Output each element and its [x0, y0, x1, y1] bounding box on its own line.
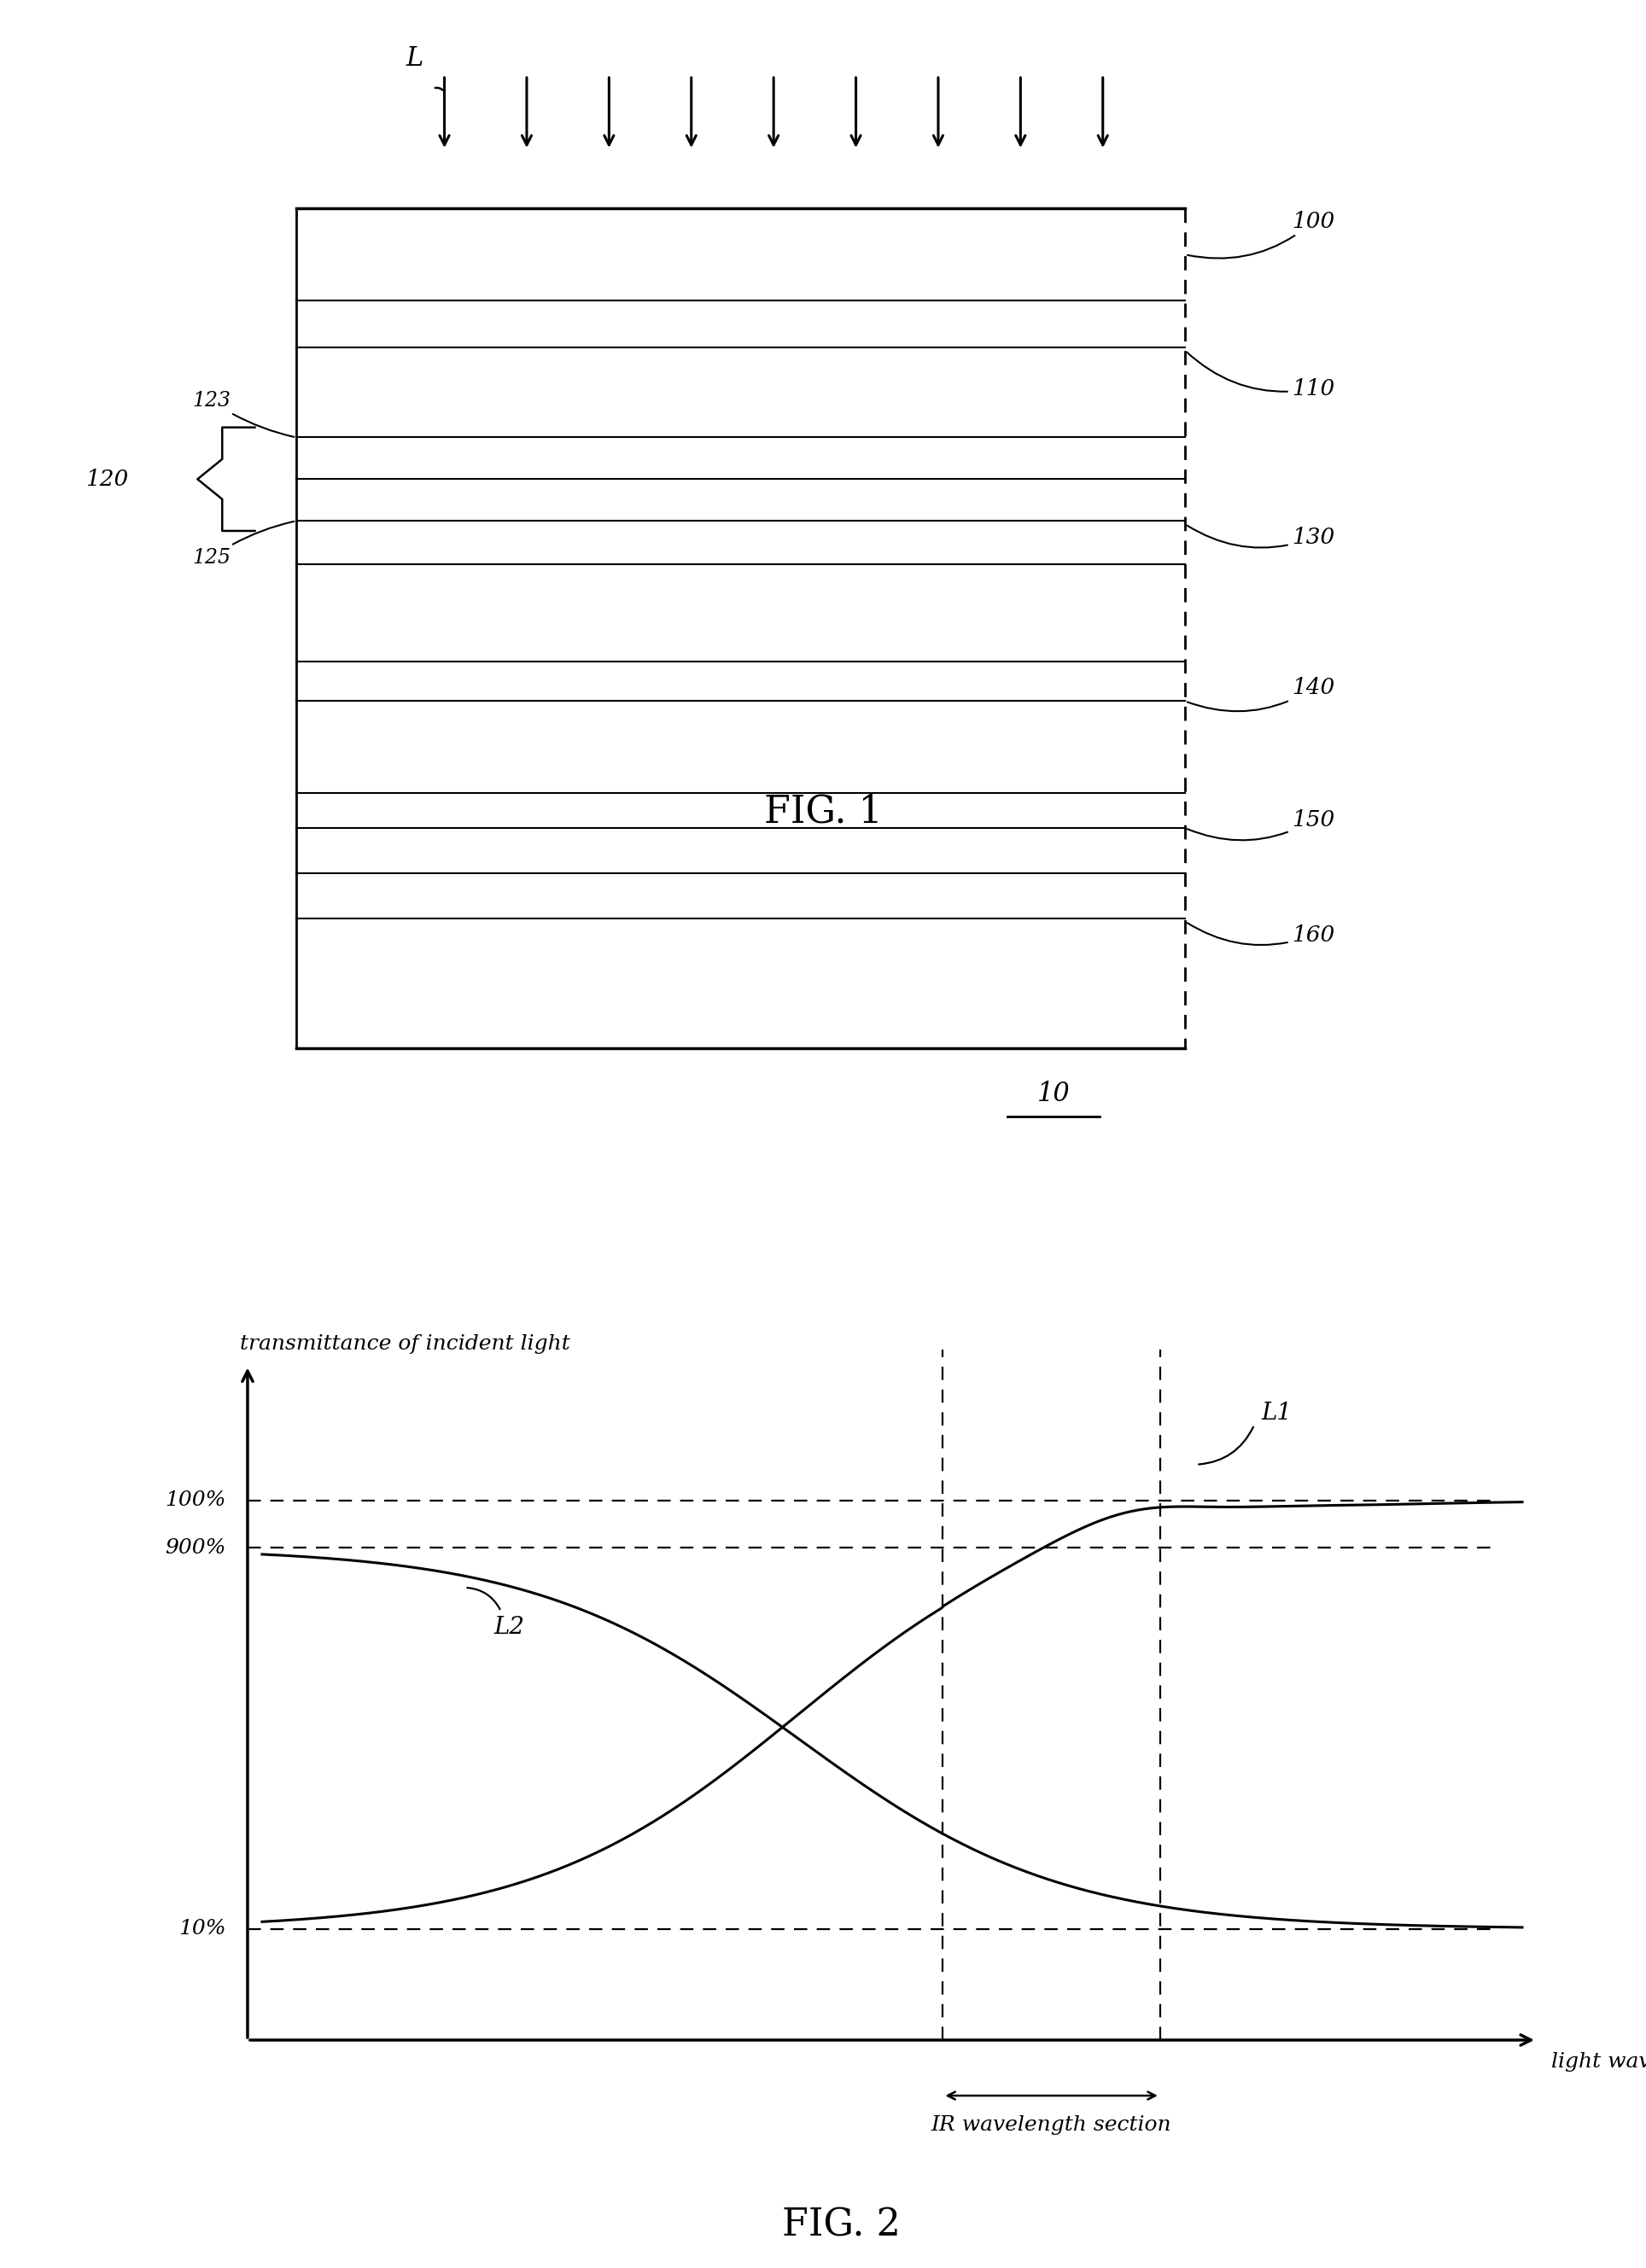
Text: FIG. 1: FIG. 1	[764, 794, 882, 830]
Text: 150: 150	[1187, 810, 1335, 839]
Text: 123: 123	[193, 390, 295, 438]
Text: 100%: 100%	[165, 1490, 226, 1510]
Text: 10%: 10%	[178, 1919, 226, 1939]
Text: L: L	[407, 45, 423, 73]
Text: 120: 120	[86, 469, 128, 490]
Text: 10: 10	[1037, 1080, 1070, 1107]
Text: 110: 110	[1187, 352, 1335, 399]
Text: light wavelength: light wavelength	[1551, 2053, 1646, 2071]
Text: 160: 160	[1187, 923, 1335, 946]
Text: L1: L1	[1261, 1402, 1292, 1424]
Text: FIG. 2: FIG. 2	[782, 2207, 900, 2243]
Text: 130: 130	[1187, 526, 1335, 549]
Text: 900%: 900%	[165, 1538, 226, 1558]
Text: L2: L2	[494, 1615, 525, 1640]
Text: 140: 140	[1187, 678, 1335, 712]
Text: 125: 125	[193, 522, 295, 567]
Text: transmittance of incident light: transmittance of incident light	[240, 1334, 571, 1354]
Text: IR wavelength section: IR wavelength section	[932, 2116, 1172, 2134]
Text: 100: 100	[1187, 211, 1335, 259]
